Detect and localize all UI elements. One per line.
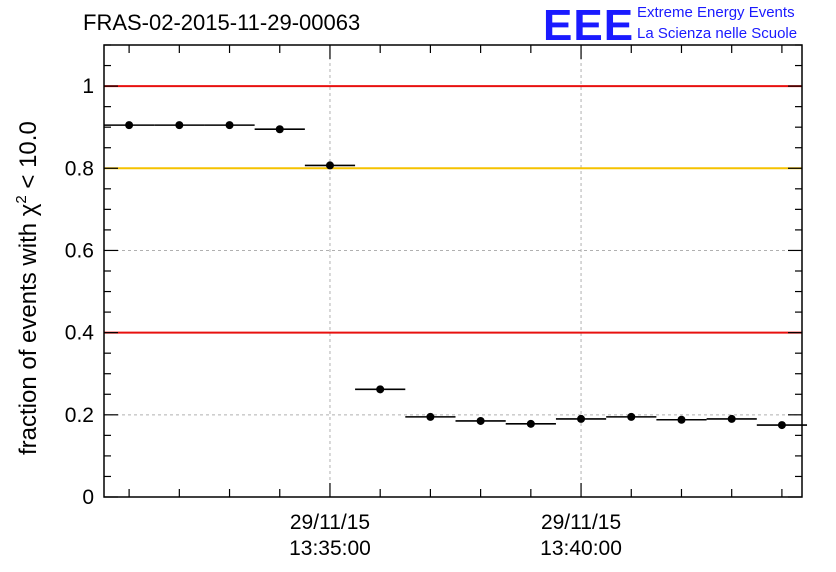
eee-logo: EEE Extreme Energy Events La Scienza nel… xyxy=(543,1,797,50)
x-tick-time: 13:40:00 xyxy=(540,537,622,560)
data-point xyxy=(555,414,607,423)
y-tick-label: 0.2 xyxy=(65,404,94,427)
data-point-marker xyxy=(526,419,535,428)
data-point xyxy=(104,121,155,130)
data-point-marker xyxy=(727,414,736,423)
y-tick-label: 0 xyxy=(82,486,94,509)
data-point-marker xyxy=(476,416,485,425)
data-point xyxy=(756,421,808,430)
y-tick-label: 0.8 xyxy=(65,157,94,180)
data-point xyxy=(455,416,506,425)
data-point-marker xyxy=(577,414,586,423)
data-point-marker xyxy=(376,385,385,394)
data-point-marker xyxy=(275,125,284,134)
data-point xyxy=(204,121,255,130)
x-tick-time: 13:35:00 xyxy=(289,537,371,560)
data-point xyxy=(154,121,205,130)
x-tick-labels: 29/11/15 13:35:00 29/11/15 13:40:00 xyxy=(289,511,622,560)
plot-frame xyxy=(103,44,803,498)
data-point xyxy=(706,414,757,423)
data-point-marker xyxy=(175,121,184,130)
data-point-marker xyxy=(225,121,234,130)
data-point xyxy=(656,415,707,424)
data-point xyxy=(254,125,305,134)
y-tick-labels: 0 0.2 0.4 0.6 0.8 1 xyxy=(65,75,95,509)
data-point xyxy=(355,385,406,394)
eee-logo-mark: EEE xyxy=(543,1,634,50)
logo-line-1: Extreme Energy Events xyxy=(637,4,795,21)
data-point-marker xyxy=(426,412,435,421)
y-tick-label: 0.4 xyxy=(65,322,95,345)
x-tick-date: 29/11/15 xyxy=(541,511,621,534)
data-point xyxy=(304,161,356,170)
grid-lines xyxy=(104,45,802,497)
data-point xyxy=(505,419,556,428)
data-point xyxy=(606,412,657,421)
data-point-marker xyxy=(677,415,686,424)
axis-ticks xyxy=(104,44,802,498)
data-point-marker xyxy=(125,121,134,130)
run-title: FRAS-02-2015-11-29-00063 xyxy=(83,10,360,35)
data-point-marker xyxy=(627,412,636,421)
x-tick-date: 29/11/15 xyxy=(290,511,370,534)
data-point-marker xyxy=(777,421,786,430)
y-tick-label: 1 xyxy=(82,75,94,98)
data-points xyxy=(104,121,808,430)
threshold-lines xyxy=(104,85,802,334)
y-axis-label: fraction of events with χ2 < 10.0 xyxy=(13,121,42,455)
logo-line-2: La Scienza nelle Scuole xyxy=(637,25,797,42)
data-point xyxy=(405,412,456,421)
y-tick-label: 0.6 xyxy=(65,239,94,262)
data-point-marker xyxy=(325,161,334,170)
